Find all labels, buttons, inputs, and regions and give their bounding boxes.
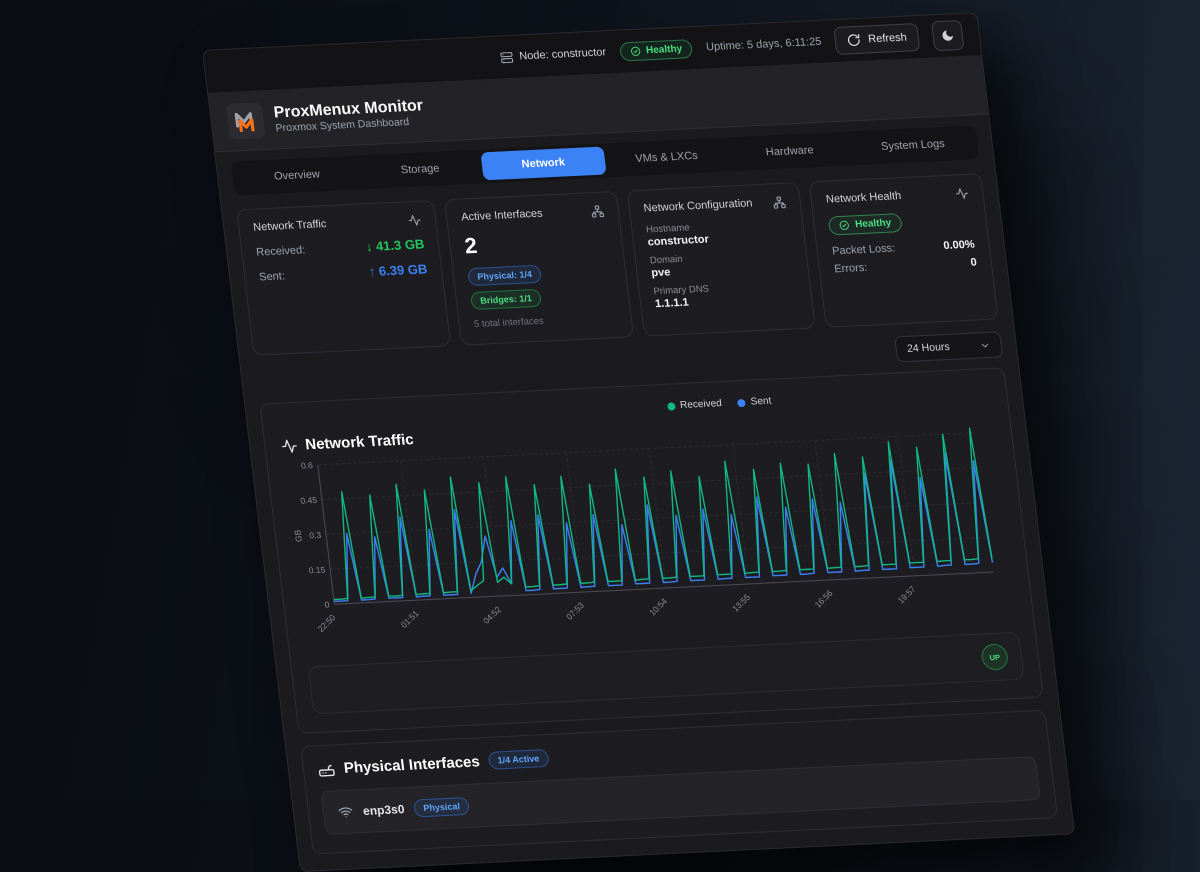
errors-value: 0 xyxy=(969,256,978,269)
refresh-button[interactable]: Refresh xyxy=(833,23,921,55)
bridges-count-badge: Bridges: 1/1 xyxy=(470,288,542,311)
svg-text:16:56: 16:56 xyxy=(813,588,835,610)
svg-text:07:53: 07:53 xyxy=(564,600,586,622)
tab-network[interactable]: Network xyxy=(480,146,607,181)
physical-interfaces-title: Physical Interfaces xyxy=(342,752,481,777)
activity-icon xyxy=(956,188,968,199)
svg-text:0: 0 xyxy=(324,599,330,609)
network-health-card-title: Network Health xyxy=(825,190,902,206)
network-configuration-card: Network Configuration Hostname construct… xyxy=(626,182,817,337)
active-interfaces-count: 2 xyxy=(463,232,479,259)
up-status-badge: UP xyxy=(980,643,1010,671)
network-health-status-badge: Healthy xyxy=(828,213,903,236)
legend-received: Received xyxy=(666,398,722,412)
main-content: Network Traffic Received: ↓ 41.3 GB Sent… xyxy=(221,164,1074,871)
network-health-status: Healthy xyxy=(854,217,892,231)
physical-interfaces-card: Physical Interfaces 1/4 Active enp3s0 Ph… xyxy=(300,709,1059,855)
physical-count-badge: Physical: 1/4 xyxy=(467,264,542,287)
router-icon xyxy=(318,764,335,777)
network-traffic-card: Network Traffic Received: ↓ 41.3 GB Sent… xyxy=(236,199,452,356)
chevron-down-icon xyxy=(981,343,989,347)
health-badge: Healthy xyxy=(618,38,694,62)
active-interfaces-card: Active Interfaces 2 Physical: 1/4 Bridge… xyxy=(444,190,634,346)
stats-row: Network Traffic Received: ↓ 41.3 GB Sent… xyxy=(236,173,999,356)
svg-text:01:51: 01:51 xyxy=(399,608,421,630)
legend-received-dot xyxy=(666,401,676,411)
sent-label: Sent: xyxy=(258,269,286,283)
svg-text:0.3: 0.3 xyxy=(309,530,322,541)
tab-hardware[interactable]: Hardware xyxy=(726,134,853,168)
node-indicator: Node: constructor xyxy=(500,46,607,64)
tab-system-logs[interactable]: System Logs xyxy=(850,128,977,162)
svg-text:GB: GB xyxy=(292,529,303,542)
dashboard-window: Node: constructor Healthy Uptime: 5 days… xyxy=(202,12,1076,872)
legend-sent-label: Sent xyxy=(750,395,772,408)
node-label: Node: constructor xyxy=(518,46,607,63)
network-traffic-card-title: Network Traffic xyxy=(252,218,328,234)
app-header: ProxMenux Monitor Proxmox System Dashboa… xyxy=(208,55,989,153)
packet-loss-label: Packet Loss: xyxy=(831,242,896,258)
chart-legend: Received Sent xyxy=(666,396,772,412)
theme-toggle-button[interactable] xyxy=(930,19,965,52)
check-circle-icon xyxy=(630,46,641,56)
sent-value: ↑ 6.39 GB xyxy=(367,261,429,280)
active-interfaces-card-title: Active Interfaces xyxy=(460,207,544,224)
errors-label: Errors: xyxy=(833,261,869,276)
svg-text:13:55: 13:55 xyxy=(730,592,752,614)
network-health-card: Network Health Healthy Packet Loss: 0.00… xyxy=(808,173,999,328)
svg-text:0.45: 0.45 xyxy=(300,495,318,506)
activity-icon xyxy=(282,439,297,453)
period-select-value: 24 Hours xyxy=(906,340,951,355)
network-tree-icon xyxy=(774,196,787,209)
uptime-text: Uptime: 5 days, 6:11:25 xyxy=(705,35,823,54)
svg-text:0.6: 0.6 xyxy=(300,460,313,471)
network-configuration-card-title: Network Configuration xyxy=(642,197,754,215)
tab-vms-lxcs[interactable]: VMs & LXCs xyxy=(603,140,730,174)
network-icon xyxy=(591,205,604,218)
logo-m-icon xyxy=(234,112,255,133)
activity-icon xyxy=(408,214,421,226)
svg-text:04:52: 04:52 xyxy=(481,604,503,626)
interface-name: enp3s0 xyxy=(362,802,406,819)
legend-received-label: Received xyxy=(679,398,723,412)
packet-loss-value: 0.00% xyxy=(942,238,976,252)
svg-text:19:57: 19:57 xyxy=(896,584,918,606)
network-traffic-chart-card: Received Sent Network Traffic 0 0.15 0.3 0.… xyxy=(259,367,1044,735)
svg-text:10:54: 10:54 xyxy=(647,596,669,618)
check-circle-icon xyxy=(840,220,850,230)
svg-text:0.15: 0.15 xyxy=(308,565,326,576)
legend-sent: Sent xyxy=(737,396,772,409)
received-value: ↓ 41.3 GB xyxy=(364,236,426,255)
tab-overview[interactable]: Overview xyxy=(234,159,361,193)
network-traffic-chart: 0 0.15 0.3 0.45 0.6 22:50 01:51 04:52 07:53 10:54… xyxy=(292,427,994,634)
moon-icon xyxy=(942,30,954,41)
server-icon xyxy=(500,51,514,63)
refresh-label: Refresh xyxy=(867,31,908,46)
refresh-icon xyxy=(848,34,861,46)
total-interfaces-text: 5 total interfaces xyxy=(473,315,545,331)
health-label: Healthy xyxy=(645,43,683,56)
wifi-icon xyxy=(338,806,353,817)
svg-text:22:50: 22:50 xyxy=(316,612,338,634)
tab-storage[interactable]: Storage xyxy=(357,153,484,187)
period-select-row: 24 Hours xyxy=(255,331,1004,393)
period-select[interactable]: 24 Hours xyxy=(894,331,1004,363)
received-label: Received: xyxy=(255,243,306,259)
proxmenux-logo xyxy=(225,102,266,140)
topbar: Node: constructor Healthy Uptime: 5 days… xyxy=(203,13,982,94)
chart-title: Network Traffic xyxy=(304,431,415,454)
physical-active-badge: 1/4 Active xyxy=(487,748,550,770)
legend-sent-dot xyxy=(737,398,747,407)
